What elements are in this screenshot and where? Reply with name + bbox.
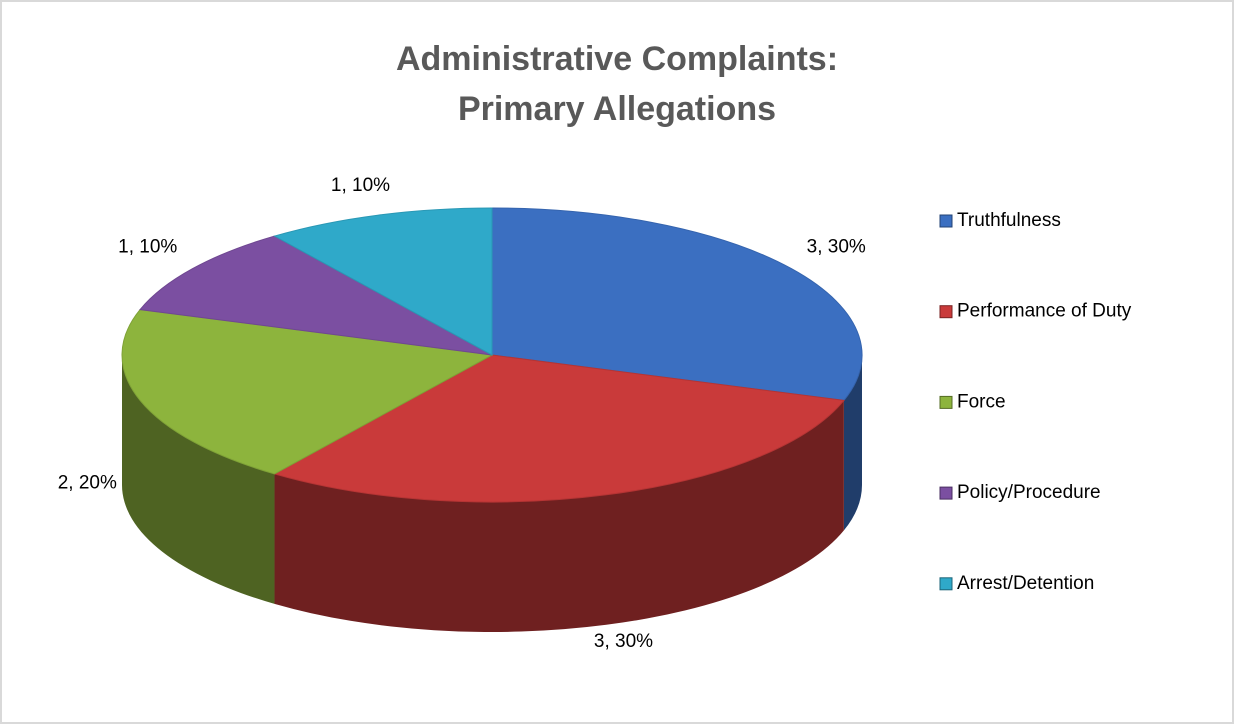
legend-swatch [939, 214, 953, 228]
pie-slice [121, 309, 494, 475]
legend-swatch [939, 486, 953, 500]
legend-swatch [939, 395, 953, 409]
data-label: 3, 30% [807, 237, 866, 258]
legend-label: Policy/Procedure [957, 482, 1101, 503]
data-label: 1, 10% [118, 237, 177, 258]
legend-label: Arrest/Detention [957, 573, 1094, 594]
pie-slice [491, 207, 863, 401]
legend-label: Truthfulness [957, 210, 1061, 231]
legend-swatch [939, 577, 953, 591]
data-label: 1, 10% [331, 175, 390, 196]
legend-label: Performance of Duty [957, 301, 1132, 322]
legend-label: Force [957, 391, 1006, 412]
pie-side [843, 355, 862, 531]
pie-side [122, 355, 275, 604]
data-label: 2, 20% [58, 472, 117, 493]
pie-slice [273, 207, 493, 356]
pie-side [274, 400, 844, 632]
chart-title: Administrative Complaints: [396, 40, 838, 78]
legend-swatch [939, 305, 953, 319]
pie-slice [139, 235, 493, 356]
pie-slice [273, 354, 845, 503]
data-label: 3, 30% [594, 631, 653, 652]
chart-title: Primary Allegations [458, 90, 776, 128]
